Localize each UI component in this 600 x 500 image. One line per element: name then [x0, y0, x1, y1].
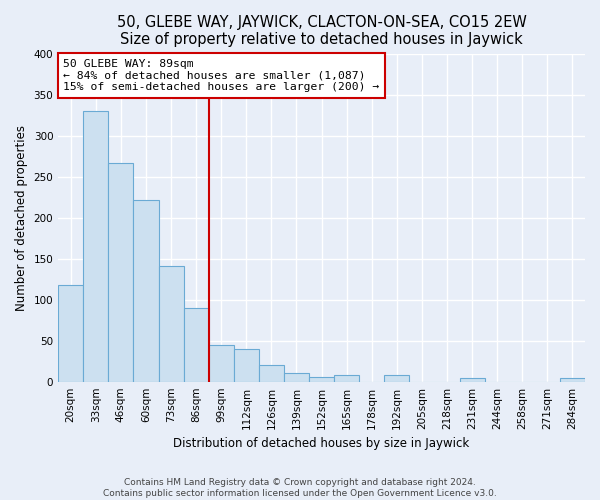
Bar [284, 372, 309, 382]
Bar [109, 163, 133, 382]
Bar [234, 349, 259, 382]
Y-axis label: Number of detached properties: Number of detached properties [15, 125, 28, 311]
Text: Contains HM Land Registry data © Crown copyright and database right 2024.
Contai: Contains HM Land Registry data © Crown c… [103, 478, 497, 498]
Bar [209, 345, 234, 382]
Title: 50, GLEBE WAY, JAYWICK, CLACTON-ON-SEA, CO15 2EW
Size of property relative to de: 50, GLEBE WAY, JAYWICK, CLACTON-ON-SEA, … [116, 15, 527, 48]
Bar [259, 366, 284, 382]
Bar [184, 308, 209, 382]
Bar [309, 377, 334, 382]
Bar [158, 266, 184, 382]
Bar [385, 375, 409, 382]
Bar [334, 375, 359, 382]
Bar [560, 378, 585, 382]
X-axis label: Distribution of detached houses by size in Jaywick: Distribution of detached houses by size … [173, 437, 470, 450]
Bar [58, 285, 83, 382]
Text: 50 GLEBE WAY: 89sqm
← 84% of detached houses are smaller (1,087)
15% of semi-det: 50 GLEBE WAY: 89sqm ← 84% of detached ho… [64, 59, 380, 92]
Bar [83, 112, 109, 382]
Bar [133, 200, 158, 382]
Bar [460, 378, 485, 382]
